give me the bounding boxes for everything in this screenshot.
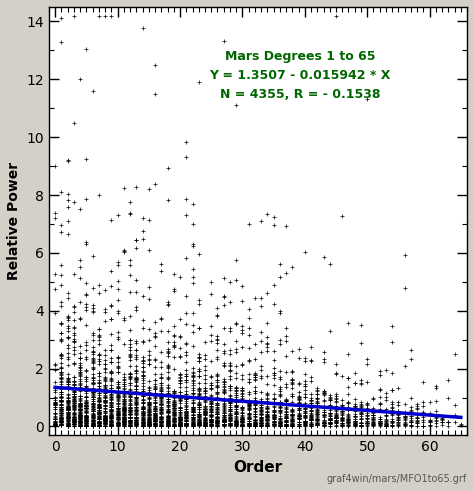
Y-axis label: Relative Power: Relative Power	[7, 162, 21, 280]
Text: Mars Degrees 1 to 65
Y = 1.3507 - 0.015942 * X
N = 4355, R = - 0.1538: Mars Degrees 1 to 65 Y = 1.3507 - 0.0159…	[209, 50, 391, 101]
X-axis label: Order: Order	[234, 460, 283, 475]
Text: graf4win/mars/MFO1to65.grf: graf4win/mars/MFO1to65.grf	[327, 474, 467, 484]
